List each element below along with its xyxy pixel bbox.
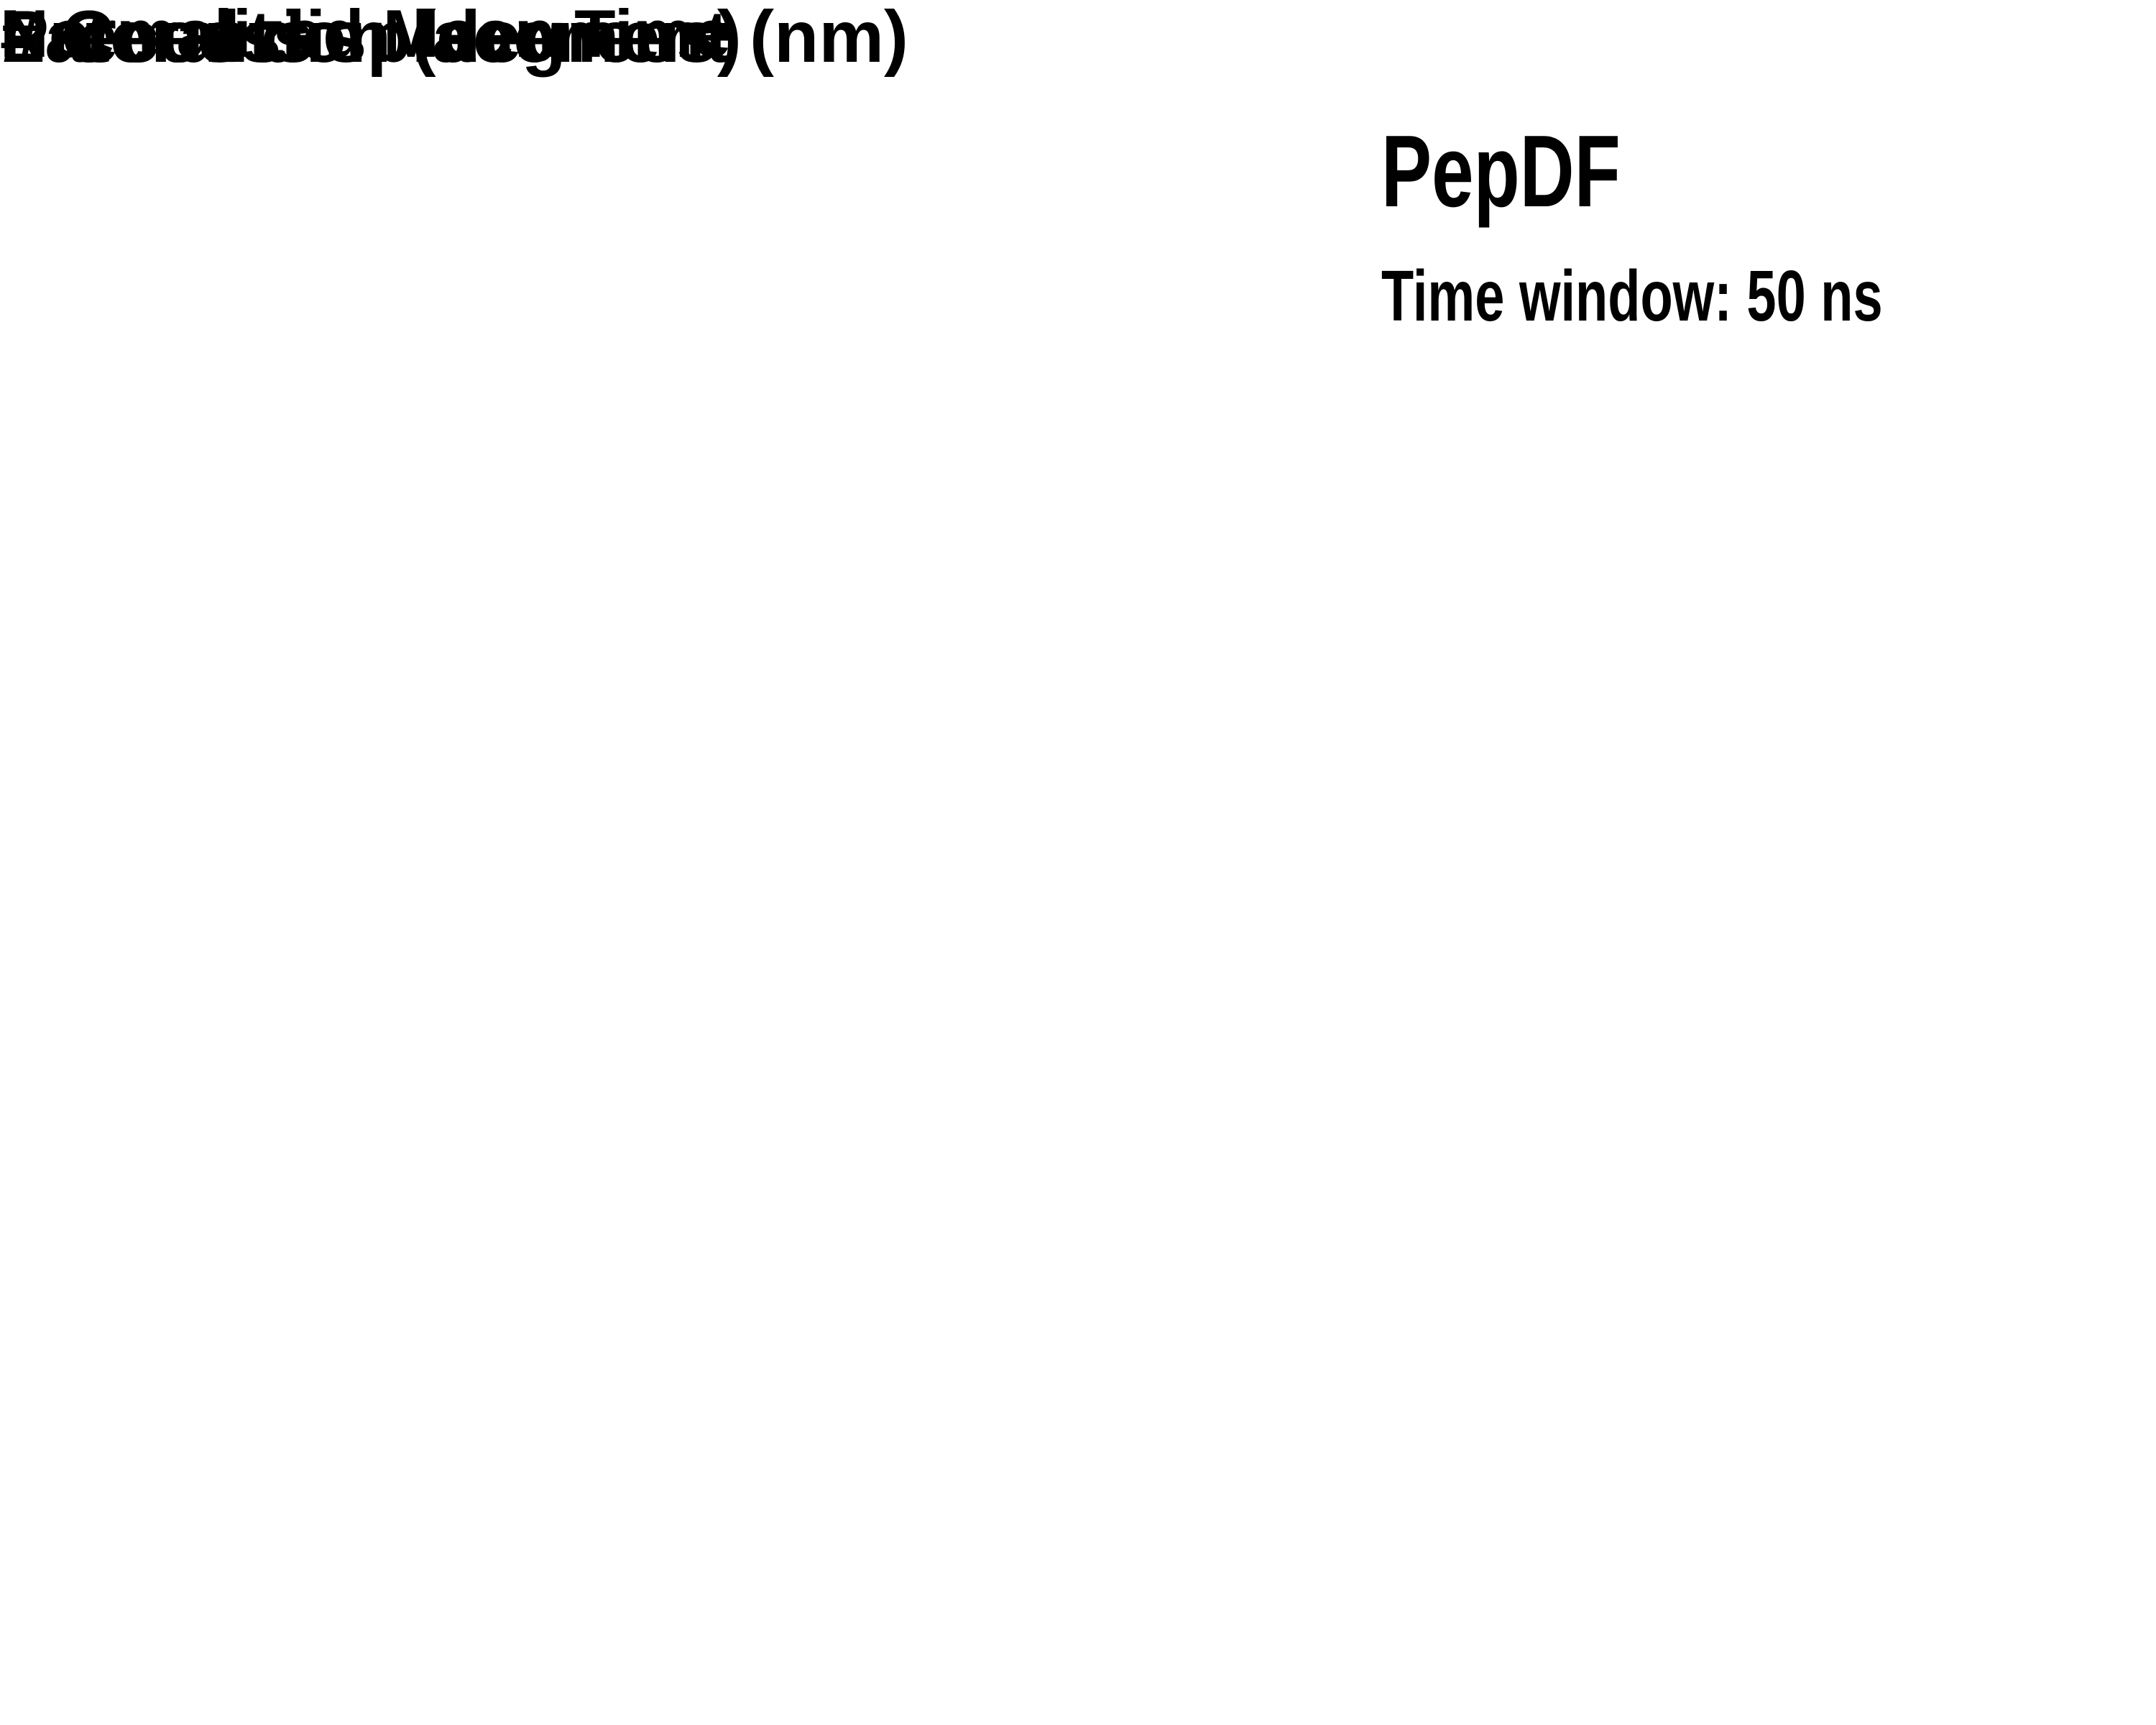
main-xlabel: Lateral displacement (nm)	[0, 0, 908, 78]
colorbar	[1876, 479, 2034, 1579]
top-marginal-histogram	[259, 81, 1299, 381]
main-ylabel: Precession (degrees)	[0, 0, 742, 78]
colorbar-label: Normalized Mean Time	[0, 0, 731, 71]
plot-title: PepDF	[1381, 114, 1621, 229]
top-hist-ylabel: # Counts	[0, 0, 314, 78]
right-hist-xlabel: # Counts	[0, 0, 314, 78]
right-marginal-histogram	[1376, 514, 1789, 1554]
plot-subtitle: Time window: 50 ns	[1381, 256, 1883, 336]
main-heatmap-contour-plot	[259, 514, 1299, 1554]
